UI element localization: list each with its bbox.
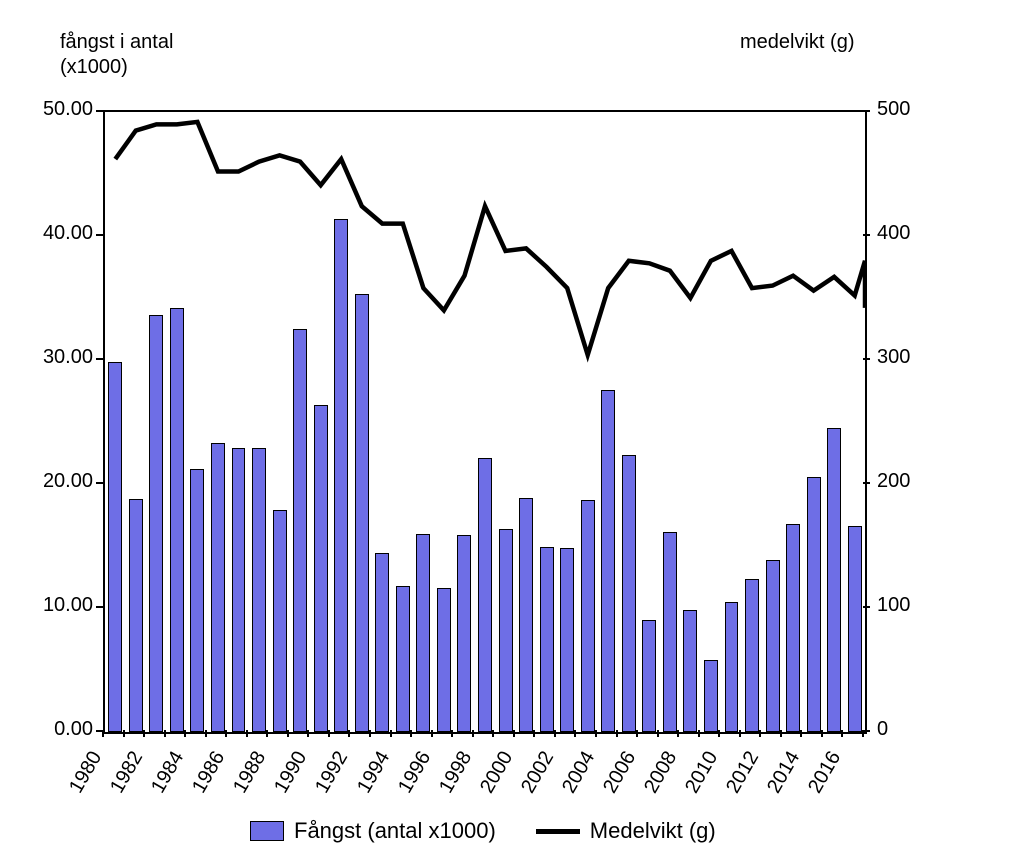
y1-tick <box>96 234 103 236</box>
y2-tick-label: 0 <box>877 718 888 741</box>
x-tick-label: 2000 <box>476 747 518 797</box>
x-tick-label: 2010 <box>681 747 723 797</box>
dual-axis-chart: fångst i antal (x1000) medelvikt (g) Fån… <box>0 0 1024 863</box>
y2-tick-label: 100 <box>877 594 910 617</box>
y2-tick-label: 500 <box>877 98 910 121</box>
y2-tick-label: 300 <box>877 346 910 369</box>
legend-line-label: Medelvikt (g) <box>590 818 716 844</box>
y2-tick-label: 200 <box>877 470 910 493</box>
x-tick-label: 2014 <box>763 747 805 797</box>
x-tick-label: 1982 <box>106 747 148 797</box>
y1-tick-label: 40.00 <box>23 222 93 245</box>
y2-tick-label: 400 <box>877 222 910 245</box>
x-tick-label: 1980 <box>65 747 107 797</box>
chart-legend: Fångst (antal x1000) Medelvikt (g) <box>250 818 716 844</box>
y1-tick-label: 0.00 <box>23 718 93 741</box>
x-tick-label: 1986 <box>188 747 230 797</box>
x-tick-label: 1996 <box>394 747 436 797</box>
legend-line-swatch <box>536 829 580 834</box>
x-tick-label: 1990 <box>270 747 312 797</box>
x-tick-label: 2004 <box>558 747 600 797</box>
y1-tick <box>96 358 103 360</box>
y1-tick <box>96 482 103 484</box>
x-tick-label: 1994 <box>353 747 395 797</box>
legend-bar-label: Fångst (antal x1000) <box>294 818 496 844</box>
x-tick-label: 1988 <box>229 747 271 797</box>
line-series-svg <box>105 112 865 732</box>
y1-axis-title: fångst i antal (x1000) <box>60 30 173 80</box>
x-tick-label: 2012 <box>722 747 764 797</box>
x-tick-label: 1984 <box>147 747 189 797</box>
y2-axis-title: medelvikt (g) <box>740 30 854 55</box>
x-tick-label: 2002 <box>517 747 559 797</box>
y1-tick-label: 10.00 <box>23 594 93 617</box>
y1-tick <box>96 606 103 608</box>
x-tick-label: 1992 <box>311 747 353 797</box>
y1-tick-label: 50.00 <box>23 98 93 121</box>
y1-tick <box>96 110 103 112</box>
plot-area <box>103 110 867 734</box>
y1-tick-label: 30.00 <box>23 346 93 369</box>
x-tick-label: 2008 <box>640 747 682 797</box>
medelvikt-line <box>115 122 865 355</box>
y1-tick-label: 20.00 <box>23 470 93 493</box>
legend-bar-swatch <box>250 821 284 841</box>
x-tick <box>102 730 104 737</box>
x-tick-label: 1998 <box>435 747 477 797</box>
x-tick-label: 2016 <box>804 747 846 797</box>
x-tick-label: 2006 <box>599 747 641 797</box>
